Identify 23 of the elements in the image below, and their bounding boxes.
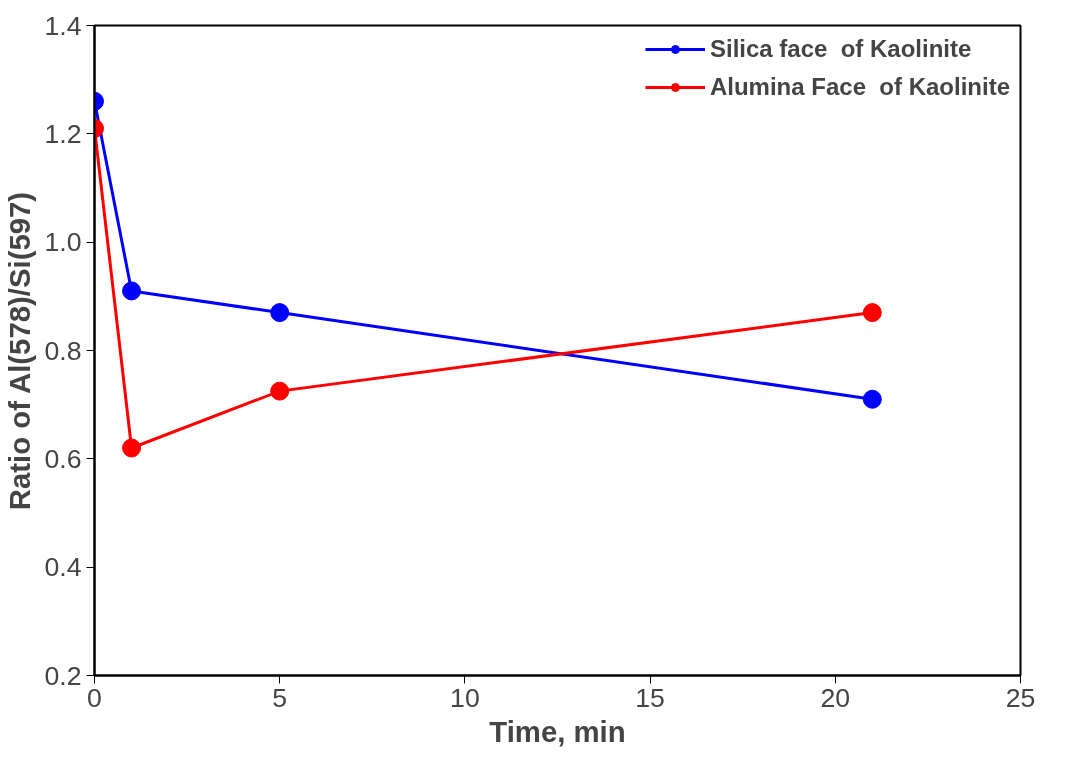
x-tick-label: 25	[1005, 682, 1036, 713]
point	[122, 438, 142, 458]
x-axis-title: Time, min	[489, 714, 626, 748]
point	[270, 381, 290, 401]
point	[862, 389, 882, 409]
x-tick-label: 0	[87, 682, 102, 713]
legend-label: Silica face of Kaolinite	[709, 35, 972, 63]
legend-label: Alumina Face of Kaolinite	[709, 73, 1010, 101]
x-tick-label: 20	[820, 682, 851, 713]
y-tick-label: 1.0	[44, 227, 82, 258]
y-axis-title: Ratio of Al(578)/Si(597)	[3, 191, 37, 511]
y-tick-label: 0.4	[44, 552, 82, 583]
y-tick-label: 0.6	[44, 443, 82, 474]
x-tick-label: 10	[450, 682, 480, 713]
point	[122, 281, 142, 301]
point	[270, 303, 290, 323]
x-tick-label: 5	[272, 682, 288, 713]
y-tick-label: 0.2	[44, 660, 82, 691]
point	[862, 303, 882, 323]
x-tick-label: 15	[635, 682, 665, 713]
y-tick-label: 0.8	[44, 335, 82, 366]
y-tick-label: 1.4	[44, 10, 82, 41]
y-tick-label: 1.2	[44, 118, 82, 149]
